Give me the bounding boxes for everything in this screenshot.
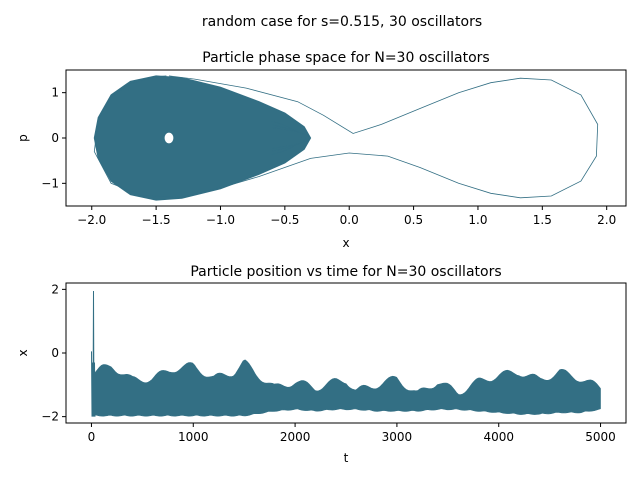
x-tick-label: 2000 (280, 430, 311, 444)
position-time-band (95, 359, 601, 417)
x-tick-label: 2.0 (597, 213, 616, 227)
phase-space-x-ticks: −2.0 −1.5 −1.0 −0.5 0.0 0.5 1.0 1.5 2.0 (77, 206, 616, 227)
phase-space-xlabel: x (342, 236, 349, 250)
position-time-initial-transient (91, 290, 97, 417)
y-tick-label: 1 (51, 86, 59, 100)
phase-space-ylabel: p (16, 134, 30, 142)
phase-space-plot-area (93, 75, 599, 201)
phase-space-title: Particle phase space for N=30 oscillator… (202, 50, 489, 66)
x-tick-label: −2.0 (77, 213, 106, 227)
x-tick-label: 0 (88, 430, 96, 444)
position-time-x-ticks: 0 1000 2000 3000 4000 5000 (88, 423, 616, 444)
position-time-title: Particle position vs time for N=30 oscil… (190, 264, 501, 280)
x-tick-label: 1.5 (533, 213, 552, 227)
x-tick-label: 1.0 (468, 213, 487, 227)
phase-space-fringe-curve (271, 127, 310, 149)
x-tick-label: 0.5 (404, 213, 423, 227)
x-tick-label: 3000 (382, 430, 413, 444)
x-tick-label: 4000 (483, 430, 514, 444)
phase-space-dense-region (93, 75, 312, 201)
position-time-chart: Particle position vs time for N=30 oscil… (16, 264, 627, 465)
phase-space-center-hole (163, 131, 175, 145)
position-time-xlabel: t (344, 451, 349, 465)
phase-space-y-ticks: −1 0 1 (41, 86, 66, 190)
x-tick-label: 5000 (585, 430, 616, 444)
position-time-plot-area (91, 290, 601, 417)
phase-space-trajectory (93, 75, 599, 199)
y-tick-label: 0 (51, 346, 59, 360)
figure-suptitle: random case for s=0.515, 30 oscillators (202, 14, 482, 30)
phase-space-chart: Particle phase space for N=30 oscillator… (16, 50, 627, 250)
x-tick-label: −0.5 (270, 213, 299, 227)
y-tick-label: −2 (41, 410, 59, 424)
y-tick-label: 0 (51, 131, 59, 145)
phase-space-fringe-curve (271, 124, 306, 152)
position-time-ylabel: x (16, 349, 30, 356)
position-time-y-ticks: −2 0 2 (41, 282, 66, 424)
phase-space-fringe-curve (271, 120, 302, 156)
x-tick-label: 1000 (178, 430, 209, 444)
x-tick-label: −1.5 (142, 213, 171, 227)
x-tick-label: 0.0 (340, 213, 359, 227)
x-tick-label: −1.0 (206, 213, 235, 227)
y-tick-label: 2 (51, 282, 59, 296)
y-tick-label: −1 (41, 176, 59, 190)
